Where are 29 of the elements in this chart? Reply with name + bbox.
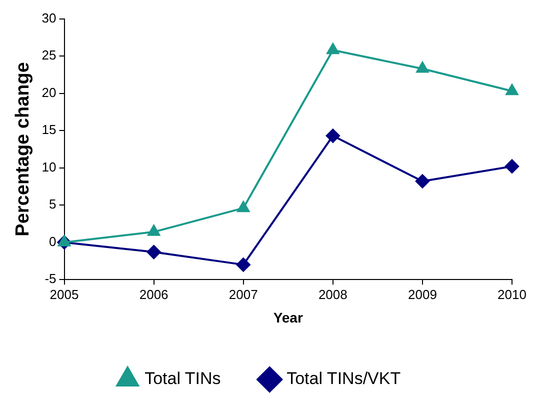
x-tick-label: 2007	[228, 286, 258, 302]
y-axis-title: Percentage change	[12, 62, 34, 236]
x-tick-label: 2010	[498, 286, 526, 302]
point	[148, 224, 160, 236]
point	[236, 258, 250, 272]
point	[506, 84, 518, 96]
legend-label: Total TINs	[144, 369, 221, 388]
y-tick-label: 0	[49, 234, 56, 249]
point	[415, 174, 430, 188]
point	[326, 43, 340, 54]
y-tick-label: 30	[42, 10, 56, 26]
x-tick-label: 2005	[50, 286, 79, 302]
point	[58, 235, 70, 246]
y-tick-label: -5	[44, 271, 56, 286]
y-tick-label: 15	[42, 122, 56, 138]
x-axis-title: Year	[273, 309, 304, 326]
y-tick-label: 20	[42, 84, 56, 100]
point	[326, 128, 340, 143]
legend-label: Total TINs/VKT	[286, 369, 401, 388]
x-tick-label: 2009	[408, 286, 437, 302]
point	[416, 62, 429, 73]
point	[146, 245, 161, 260]
y-tick-label: 5	[49, 196, 56, 212]
y-tick-label: 10	[42, 159, 56, 174]
x-tick-label: 2008	[318, 286, 348, 302]
point	[237, 201, 250, 212]
point	[505, 159, 519, 174]
y-tick-label: 25	[42, 48, 56, 63]
x-tick-label: 2006	[139, 286, 168, 302]
